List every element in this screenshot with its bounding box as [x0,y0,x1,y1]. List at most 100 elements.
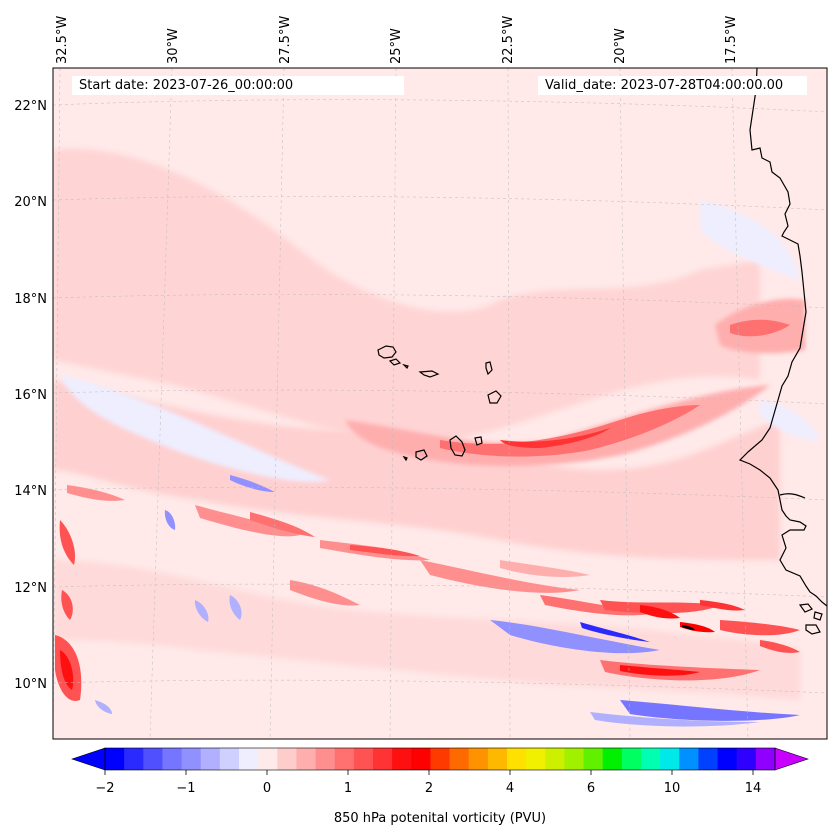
colorbar-tick-label: 10 [664,781,681,796]
pv-streak-16 [682,625,695,630]
colorbar-tick-label: 4 [506,781,514,796]
colorbar-swatch [105,748,125,770]
colorbar-border [104,747,776,771]
colorbar-swatch [162,748,183,770]
coastline [377,68,827,635]
colorbar-swatch [736,748,757,770]
pv-streak-10 [290,580,360,606]
cape-verde-brava [402,455,408,462]
valid-date-annotation: Valid_date: 2023-07-28T04:00:00.00 [538,76,807,95]
pv-negative-patch-4 [700,200,800,280]
pv-streak-2 [250,512,315,537]
lat-label: 14°N [14,484,47,499]
lon-label: 27.5°W [278,16,293,64]
pv-streak-1 [195,505,300,537]
colorbar-swatch [258,748,278,770]
latitude-labels: 22°N 20°N 18°N 16°N 14°N 12°N 10°N [14,99,47,692]
pv-negative-patch-8 [620,700,800,721]
colorbar-swatch [602,748,623,770]
colorbar-ticks [104,770,754,775]
colorbar-tick-label: 0 [263,781,271,796]
cape-verde-sao-nicolau [418,370,440,378]
colorbar-title: 850 hPa potenital vorticity (PVU) [334,811,546,826]
pv-ribbon-mid [440,405,700,457]
pv-band-mid [53,380,780,560]
cape-verde-santo-antao [377,345,397,359]
colorbar-swatches [105,748,776,770]
colorbar-swatch [277,748,298,770]
lat-label: 10°N [14,677,47,692]
colorbar-swatch [679,748,700,770]
lon-label: 22.5°W [501,16,516,64]
colorbar-swatch [717,748,738,770]
colorbar-swatch [239,748,259,770]
colorbar-tick-label: 6 [587,781,595,796]
pv-streak-5 [67,485,125,501]
pv-negative-patch-1 [60,375,330,482]
map-border [52,67,828,740]
map-panel [52,67,828,740]
pv-ribbon-core [500,428,610,448]
colorbar-swatch [143,748,164,770]
colorbar-tick-label: 14 [745,781,762,796]
lon-label: 25°W [389,28,404,64]
pv-negative-patch-6 [490,620,660,654]
lat-label: 20°N [14,195,47,210]
pv-negative-patch-2 [230,475,275,492]
africa-coast [738,68,827,607]
colorbar-swatch [641,748,661,770]
pv-negative-patch-12 [95,700,112,714]
colorbar-swatch [564,748,585,770]
longitude-labels: 32.5°W 30°W 27.5°W 25°W 22.5°W 20°W 17.5… [55,16,739,64]
colorbar-swatch [392,748,412,770]
pv-streak-18 [600,660,760,681]
pv-streak-14 [640,605,680,619]
colorbar-over-arrow [774,747,809,771]
lat-label: 22°N [14,99,47,114]
pv-streak-4 [350,545,420,557]
colorbar-swatch [583,748,604,770]
cape-verde-sal [485,361,493,376]
cape-verde-fogo [415,449,428,461]
colorbar-tick-labels: −2 −1 0 1 2 4 6 10 14 [95,781,761,796]
colorbar-swatch [200,748,221,770]
pv-negative-patch-11 [229,595,242,620]
colorbar-tick-label: −1 [176,781,195,796]
pv-streak-15 [680,622,715,633]
colorbar-swatch [660,748,680,770]
colorbar-swatch [545,748,566,770]
colorbar-swatch [411,748,432,770]
pv-streak-22 [500,560,590,578]
colorbar-swatch [698,748,719,770]
pv-band-north [53,149,760,442]
lat-label: 16°N [14,388,47,403]
pv-streak-6 [59,520,76,565]
colorbar-tick-label: 1 [344,781,352,796]
pv-streak-17 [720,620,800,636]
colorbar-swatch [296,748,317,770]
pv-negative-patch-7 [580,622,650,642]
start-date-annotation: Start date: 2023-07-26_00:00:00 [72,76,404,95]
lon-label: 20°W [613,28,628,64]
colorbar-swatch [449,748,470,770]
lat-label: 18°N [14,292,47,307]
lon-label: 32.5°W [55,16,70,64]
colorbar-swatch [430,748,451,770]
colorbar-swatch [219,748,240,770]
cape-verde-santa-luzia [402,363,409,370]
cape-verde-boa-vista [487,390,502,404]
colorbar-swatch [755,748,776,770]
colorbar-tick-label: −2 [95,781,114,796]
pv-streak-20 [700,600,745,611]
cape-verde-maio [474,436,483,446]
cape-verde-sao-vicente [388,358,402,366]
lat-label: 12°N [14,581,47,596]
colorbar-swatch [124,748,144,770]
pv-coastal-core [730,319,790,337]
pv-streak-19 [620,665,700,676]
lon-label: 30°W [166,28,181,64]
colorbar-swatch [487,748,508,770]
colorbar-tick-label: 2 [425,781,433,796]
pv-negative-patch-10 [194,600,209,622]
